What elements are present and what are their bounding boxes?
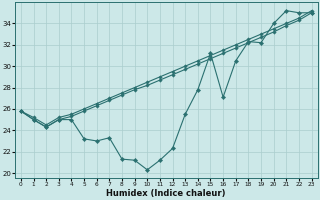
X-axis label: Humidex (Indice chaleur): Humidex (Indice chaleur) [107, 189, 226, 198]
